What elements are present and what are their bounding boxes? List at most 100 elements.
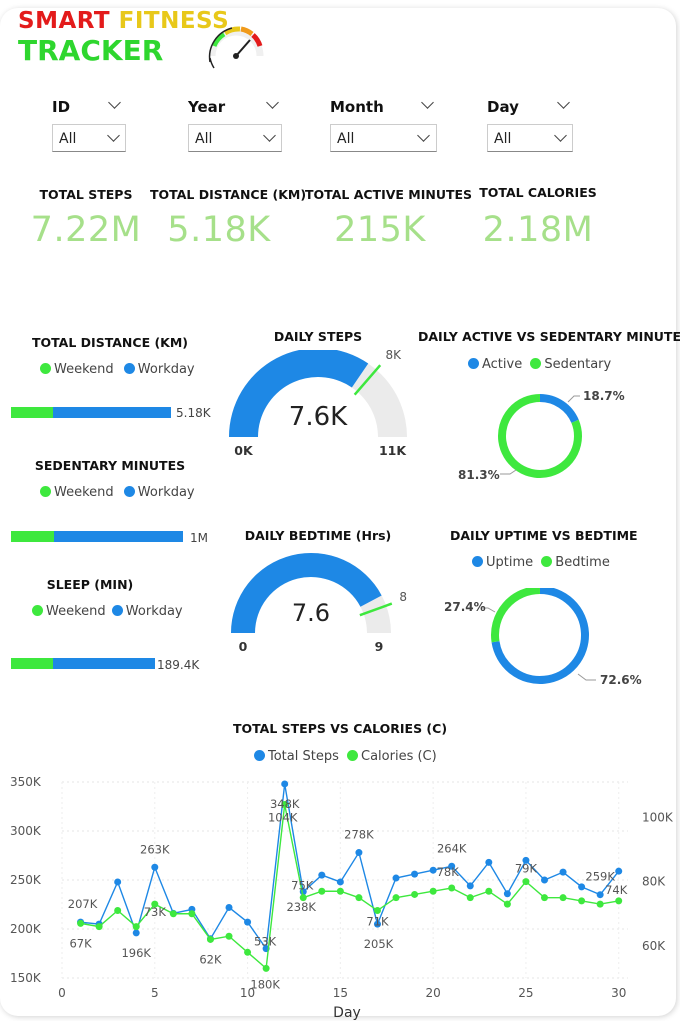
- sleep-bar[interactable]: [11, 658, 155, 669]
- legend-bedtime[interactable]: Bedtime: [555, 555, 610, 570]
- steps-calories-chart[interactable]: 150K 200K 250K 300K 350K 60K 80K 100K 0 5 10 15 20 25…: [0, 770, 680, 1021]
- legend-weekend[interactable]: Weekend: [54, 485, 114, 500]
- total-steps-point[interactable]: [151, 863, 159, 871]
- donut-slice-uptime[interactable]: [491, 588, 589, 684]
- chevron-down-icon[interactable]: [554, 129, 567, 142]
- slicer-year[interactable]: Year All: [188, 96, 282, 152]
- legend-workday[interactable]: Workday: [125, 604, 183, 619]
- total-steps-point[interactable]: [503, 890, 511, 898]
- calories-point[interactable]: [596, 900, 604, 908]
- donut-slice-active[interactable]: [539, 394, 579, 424]
- slicer-month[interactable]: Month All: [330, 96, 437, 152]
- legend-calories[interactable]: Calories (C): [361, 749, 437, 764]
- total-steps-point[interactable]: [448, 862, 456, 870]
- total-steps-point[interactable]: [578, 883, 586, 891]
- legend-dot-icon: [40, 363, 51, 374]
- calories-point[interactable]: [244, 948, 252, 956]
- total-steps-point[interactable]: [411, 870, 419, 878]
- y-left-tick-label: 250K: [10, 873, 42, 887]
- total-steps-data-label: 263K: [140, 842, 170, 856]
- donut-slice-bedtime[interactable]: [491, 588, 541, 643]
- total-steps-point[interactable]: [114, 878, 122, 886]
- slicer-month-dropdown[interactable]: All: [330, 124, 437, 152]
- calories-point[interactable]: [151, 900, 159, 908]
- calories-point[interactable]: [114, 907, 122, 915]
- total-steps-point[interactable]: [281, 780, 289, 788]
- calories-point[interactable]: [262, 964, 270, 972]
- total-steps-point[interactable]: [132, 929, 140, 937]
- total-steps-point[interactable]: [540, 876, 548, 884]
- slicer-year-dropdown[interactable]: All: [188, 124, 282, 152]
- calories-point[interactable]: [355, 894, 363, 902]
- calories-point[interactable]: [615, 897, 623, 905]
- total-steps-point[interactable]: [336, 878, 344, 886]
- calories-point[interactable]: [281, 800, 289, 808]
- chevron-down-icon[interactable]: [263, 129, 276, 142]
- calories-point[interactable]: [448, 884, 456, 892]
- total-steps-point[interactable]: [559, 868, 567, 876]
- total-steps-point[interactable]: [244, 918, 252, 926]
- total-steps-point[interactable]: [522, 856, 530, 864]
- calories-point[interactable]: [318, 887, 326, 895]
- donut-slice-sedentary[interactable]: [498, 394, 582, 478]
- total-steps-point[interactable]: [466, 882, 474, 890]
- chevron-down-icon[interactable]: [107, 129, 120, 142]
- donut-label-uptime: 72.6%: [600, 673, 642, 687]
- legend-workday[interactable]: Workday: [137, 485, 195, 500]
- donut-label-sedentary: 81.3%: [458, 468, 500, 482]
- calories-point[interactable]: [392, 894, 400, 902]
- chevron-down-icon[interactable]: [417, 129, 430, 142]
- sedentary-bar[interactable]: [11, 531, 183, 542]
- calories-point[interactable]: [503, 900, 511, 908]
- daily-steps-gauge[interactable]: 8K 7.6K 0K 11K: [212, 350, 422, 465]
- total-steps-point[interactable]: [373, 920, 381, 928]
- legend-dot-icon: [254, 750, 265, 761]
- calories-point[interactable]: [559, 894, 567, 902]
- calories-point[interactable]: [132, 923, 140, 931]
- calories-point[interactable]: [206, 935, 214, 943]
- legend-active[interactable]: Active: [482, 357, 523, 372]
- calories-point[interactable]: [299, 894, 307, 902]
- distance-bar[interactable]: [11, 407, 171, 418]
- total-steps-point[interactable]: [615, 867, 623, 875]
- legend-weekend[interactable]: Weekend: [54, 362, 114, 377]
- calories-point[interactable]: [466, 894, 474, 902]
- total-steps-point[interactable]: [318, 871, 326, 879]
- calories-point[interactable]: [77, 919, 85, 927]
- total-steps-point[interactable]: [355, 849, 363, 857]
- legend-uptime[interactable]: Uptime: [486, 555, 534, 570]
- slicer-day[interactable]: Day All: [487, 96, 573, 152]
- slicer-id[interactable]: ID All: [52, 96, 126, 152]
- slicer-id-dropdown[interactable]: All: [52, 124, 126, 152]
- total-steps-point[interactable]: [485, 858, 493, 866]
- calories-point[interactable]: [169, 910, 177, 918]
- sleep-bar-weekend[interactable]: [11, 658, 53, 669]
- daily-bedtime-gauge[interactable]: 8 7.6 0 9: [215, 548, 420, 658]
- total-steps-point[interactable]: [392, 874, 400, 882]
- calories-point[interactable]: [225, 932, 233, 940]
- legend-workday[interactable]: Workday: [137, 362, 195, 377]
- total-steps-point[interactable]: [596, 891, 604, 899]
- calories-point[interactable]: [95, 923, 103, 931]
- calories-point[interactable]: [373, 907, 381, 915]
- slicer-day-dropdown[interactable]: All: [487, 124, 573, 152]
- calories-point[interactable]: [540, 894, 548, 902]
- total-steps-point[interactable]: [225, 903, 233, 911]
- active-sedentary-donut[interactable]: 18.7% 81.3%: [440, 378, 640, 493]
- sedentary-bar-weekend[interactable]: [11, 531, 54, 542]
- calories-point[interactable]: [188, 910, 196, 918]
- calories-point[interactable]: [522, 878, 530, 886]
- legend-weekend[interactable]: Weekend: [46, 604, 106, 619]
- calories-point[interactable]: [336, 887, 344, 895]
- legend-total-steps[interactable]: Total Steps: [268, 749, 339, 764]
- legend-sedentary[interactable]: Sedentary: [544, 357, 612, 372]
- total-steps-data-label: 238K: [286, 900, 316, 914]
- uptime-bedtime-donut[interactable]: 27.4% 72.6%: [440, 588, 660, 698]
- calories-point[interactable]: [411, 890, 419, 898]
- calories-point[interactable]: [578, 897, 586, 905]
- total-steps-point[interactable]: [429, 866, 437, 874]
- calories-point[interactable]: [429, 887, 437, 895]
- total-steps-line[interactable]: [80, 783, 620, 951]
- distance-bar-weekend[interactable]: [11, 407, 53, 418]
- calories-point[interactable]: [485, 887, 493, 895]
